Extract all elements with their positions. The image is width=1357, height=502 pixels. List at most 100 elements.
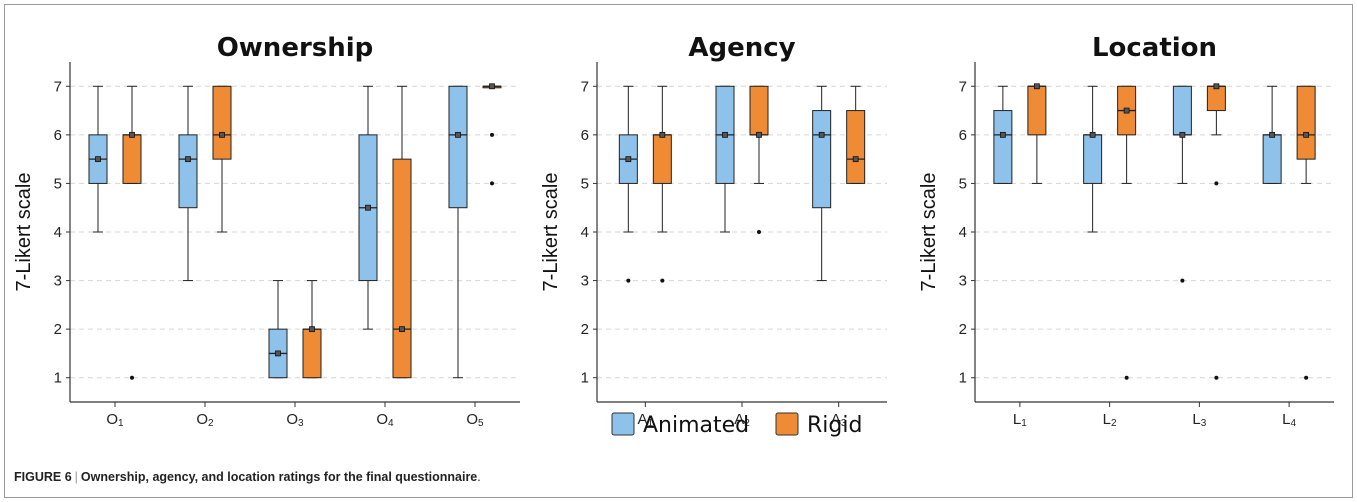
- median-marker: [455, 131, 461, 138]
- y-tick-label: 2: [54, 321, 62, 338]
- median-marker: [399, 326, 405, 333]
- box-rigid: [392, 85, 412, 379]
- x-tick-main: O: [286, 411, 298, 428]
- x-tick-main: L: [1013, 411, 1021, 428]
- box-animated: [812, 85, 832, 282]
- x-tick-subscript: 1: [648, 418, 654, 429]
- y-tick-label: 3: [581, 273, 589, 290]
- x-tick-main: A: [734, 411, 744, 428]
- box-body: [1172, 85, 1192, 136]
- box-animated: [618, 85, 638, 283]
- box-rigid: [652, 85, 672, 283]
- box-animated: [358, 85, 378, 330]
- box-body: [448, 85, 468, 209]
- y-tick-label: 3: [54, 273, 62, 290]
- y-axis-label: 7-Likert scale: [540, 173, 562, 292]
- x-tick-main: O: [466, 411, 478, 428]
- legend-swatch-animated: [611, 412, 635, 436]
- x-tick-subscript: 4: [388, 418, 394, 429]
- y-tick-label: 1: [581, 370, 589, 387]
- box-body: [812, 110, 832, 209]
- median-marker: [818, 131, 825, 138]
- y-tick-label: 6: [959, 127, 967, 144]
- box-body: [392, 158, 412, 379]
- x-tick-main: O: [376, 411, 388, 428]
- y-tick-label: 2: [581, 321, 589, 338]
- y-axis-label: 7-Likert scale: [918, 173, 940, 292]
- box-body: [1296, 85, 1316, 160]
- legend-label-rigid: Rigid: [807, 413, 862, 438]
- median-marker: [1033, 83, 1040, 90]
- x-tick-label: A2: [734, 411, 750, 429]
- chart-title: Ownership: [217, 33, 374, 63]
- median-marker: [129, 131, 135, 138]
- x-tick-subscript: 3: [841, 418, 847, 429]
- figure-caption: FIGURE 6 | Ownership, agency, and location…: [14, 470, 481, 484]
- legend: Animated Rigid: [611, 412, 862, 438]
- box-rigid: [482, 83, 502, 186]
- y-tick-label: 5: [581, 175, 589, 192]
- box-rigid: [1027, 83, 1047, 184]
- box-body: [178, 134, 198, 209]
- box-rigid: [1206, 83, 1226, 380]
- x-tick-subscript: 2: [744, 418, 750, 429]
- box-rigid: [302, 280, 322, 379]
- outlier-point: [490, 132, 494, 137]
- x-tick-main: L: [1103, 411, 1111, 428]
- box-animated: [268, 280, 288, 379]
- median-marker: [365, 204, 371, 211]
- median-marker: [489, 83, 495, 90]
- box-body: [122, 134, 142, 184]
- box-animated: [448, 85, 468, 379]
- box-body: [846, 110, 866, 184]
- box-rigid: [122, 85, 142, 380]
- box-body: [652, 134, 672, 184]
- median-marker: [1213, 83, 1220, 90]
- box-animated: [1172, 85, 1192, 283]
- outlier-point: [130, 375, 134, 380]
- x-tick-main: A: [638, 411, 648, 428]
- legend-swatch-rigid: [775, 412, 799, 436]
- chart-title: Agency: [688, 33, 795, 63]
- box-rigid: [212, 85, 232, 233]
- median-marker: [309, 326, 315, 333]
- box-rigid: [1117, 85, 1137, 380]
- median-marker: [1179, 131, 1186, 138]
- median-marker: [219, 131, 225, 138]
- x-tick-subscript: 3: [298, 418, 304, 429]
- box-body: [302, 328, 322, 379]
- x-tick-main: O: [106, 411, 118, 428]
- box-animated: [993, 85, 1013, 184]
- median-marker: [1089, 131, 1096, 138]
- y-tick-label: 4: [581, 224, 589, 241]
- outlier-point: [490, 181, 494, 186]
- x-tick-label: A3: [831, 411, 847, 429]
- y-tick-label: 5: [54, 175, 62, 192]
- y-tick-label: 2: [959, 321, 967, 338]
- x-tick-subscript: 4: [1291, 418, 1297, 429]
- x-tick-main: O: [196, 411, 208, 428]
- box-rigid: [749, 85, 769, 234]
- median-marker: [999, 131, 1006, 138]
- median-marker: [275, 350, 281, 357]
- x-tick-label: A1: [638, 411, 654, 429]
- median-marker: [659, 131, 666, 138]
- outlier-point: [1180, 278, 1185, 283]
- x-tick-main: A: [831, 411, 841, 428]
- y-tick-label: 7: [54, 78, 62, 95]
- box-animated: [1262, 85, 1282, 184]
- outlier-point: [1214, 375, 1219, 380]
- x-tick-subscript: 2: [208, 418, 214, 429]
- box-animated: [178, 85, 198, 282]
- caption-separator: |: [74, 470, 78, 484]
- caption-label: FIGURE 6: [14, 470, 72, 484]
- median-marker: [852, 156, 859, 163]
- median-marker: [1269, 131, 1276, 138]
- x-tick-main: L: [1192, 411, 1200, 428]
- x-tick-label: L2: [1103, 411, 1117, 429]
- box-body: [1083, 134, 1103, 184]
- x-tick-subscript: 3: [1201, 418, 1207, 429]
